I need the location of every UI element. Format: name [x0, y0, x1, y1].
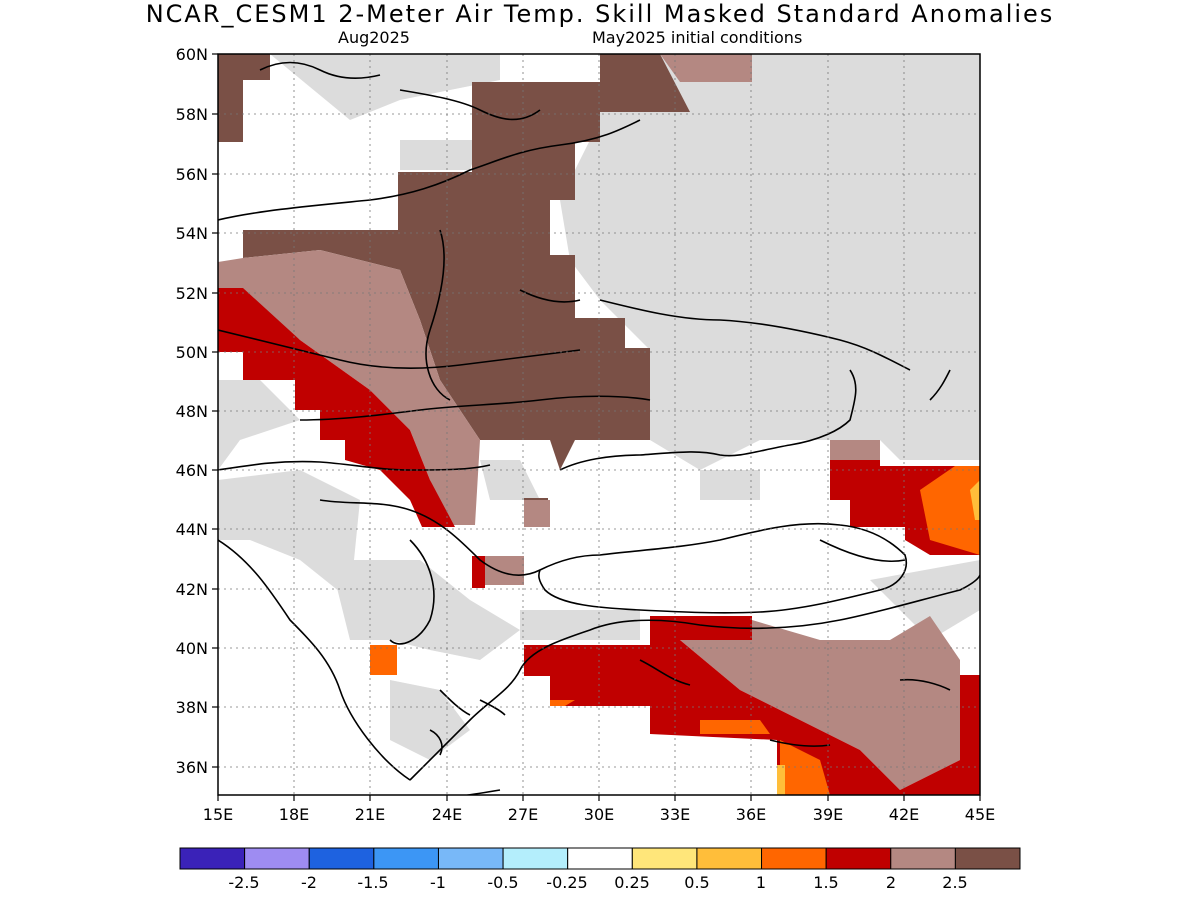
- colorbar-label: -2.5: [228, 873, 259, 892]
- lat-label: 40N: [176, 639, 208, 658]
- colorbar-label: 0.25: [614, 873, 650, 892]
- colorbar-label: 0.5: [684, 873, 709, 892]
- colorbar-label: -1: [430, 873, 446, 892]
- lon-label: 39E: [813, 805, 843, 824]
- lat-label: 52N: [176, 284, 208, 303]
- initial-conditions-label: May2025 initial conditions: [592, 28, 803, 47]
- lat-label: 38N: [176, 698, 208, 717]
- anomaly-1-to-1-5: [370, 466, 980, 795]
- colorbar-swatch: [825, 847, 892, 870]
- colorbar-swatch: [502, 847, 569, 870]
- anomaly-0-5-to-1: [777, 480, 980, 795]
- colorbar-swatches: [179, 847, 1021, 870]
- map-title: NCAR_CESM1 2-Meter Air Temp. Skill Maske…: [145, 0, 1055, 28]
- lon-label: 42E: [889, 805, 919, 824]
- colorbar-swatch: [696, 847, 763, 870]
- colorbar-label: 2: [886, 873, 896, 892]
- lon-label: 33E: [660, 805, 690, 824]
- colorbar-label: 2.5: [942, 873, 967, 892]
- colorbar-swatch: [244, 847, 310, 870]
- colorbar-labels: -2.5 -2 -1.5 -1 -0.5 -0.25 0.25 0.5 1 1.…: [228, 873, 967, 892]
- anomaly-above-2-5: [218, 54, 690, 508]
- lon-label: 27E: [508, 805, 538, 824]
- lat-lon-grid: [218, 54, 980, 795]
- colorbar: -2.5 -2 -1.5 -1 -0.5 -0.25 0.25 0.5 1 1.…: [179, 847, 1021, 892]
- lat-label: 42N: [176, 580, 208, 599]
- lon-label: 30E: [584, 805, 614, 824]
- colorbar-label: -2: [301, 873, 317, 892]
- lon-label: 15E: [203, 805, 233, 824]
- lat-label: 56N: [176, 165, 208, 184]
- colorbar-label: 1: [756, 873, 766, 892]
- masked-regions: [218, 54, 980, 760]
- colorbar-swatch: [308, 847, 375, 870]
- colorbar-swatch: [954, 847, 1021, 870]
- colorbar-label: -0.25: [546, 873, 587, 892]
- lon-label: 18E: [279, 805, 309, 824]
- colorbar-swatch: [761, 847, 827, 870]
- lat-label: 44N: [176, 520, 208, 539]
- valid-month-label: Aug2025: [338, 28, 410, 47]
- lon-label: 21E: [355, 805, 385, 824]
- coastlines-and-borders: [218, 61, 980, 795]
- anomaly-2-to-2-5: [218, 54, 960, 790]
- colorbar-swatch: [179, 847, 246, 870]
- longitude-labels: 15E 18E 21E 24E 27E 30E 33E 36E 39E 42E …: [203, 805, 995, 824]
- colorbar-label: -1.5: [357, 873, 388, 892]
- colorbar-swatch: [373, 847, 439, 870]
- latitude-labels: 60N 58N 56N 54N 52N 50N 48N 46N 44N 42N …: [176, 45, 208, 777]
- colorbar-swatch: [631, 847, 698, 870]
- lat-label: 46N: [176, 461, 208, 480]
- lat-label: 60N: [176, 45, 208, 64]
- plot-area: [218, 54, 980, 795]
- lat-label: 36N: [176, 758, 208, 777]
- lon-label: 45E: [965, 805, 995, 824]
- colorbar-label: 1.5: [813, 873, 838, 892]
- axis-ticks: [212, 53, 981, 801]
- colorbar-label: -0.5: [487, 873, 518, 892]
- lat-label: 58N: [176, 105, 208, 124]
- lat-label: 50N: [176, 343, 208, 362]
- lat-label: 48N: [176, 402, 208, 421]
- lat-label: 54N: [176, 224, 208, 243]
- colorbar-swatch: [437, 847, 504, 870]
- colorbar-swatch: [890, 847, 956, 870]
- lon-label: 24E: [432, 805, 462, 824]
- lon-label: 36E: [736, 805, 766, 824]
- colorbar-swatch: [567, 847, 633, 870]
